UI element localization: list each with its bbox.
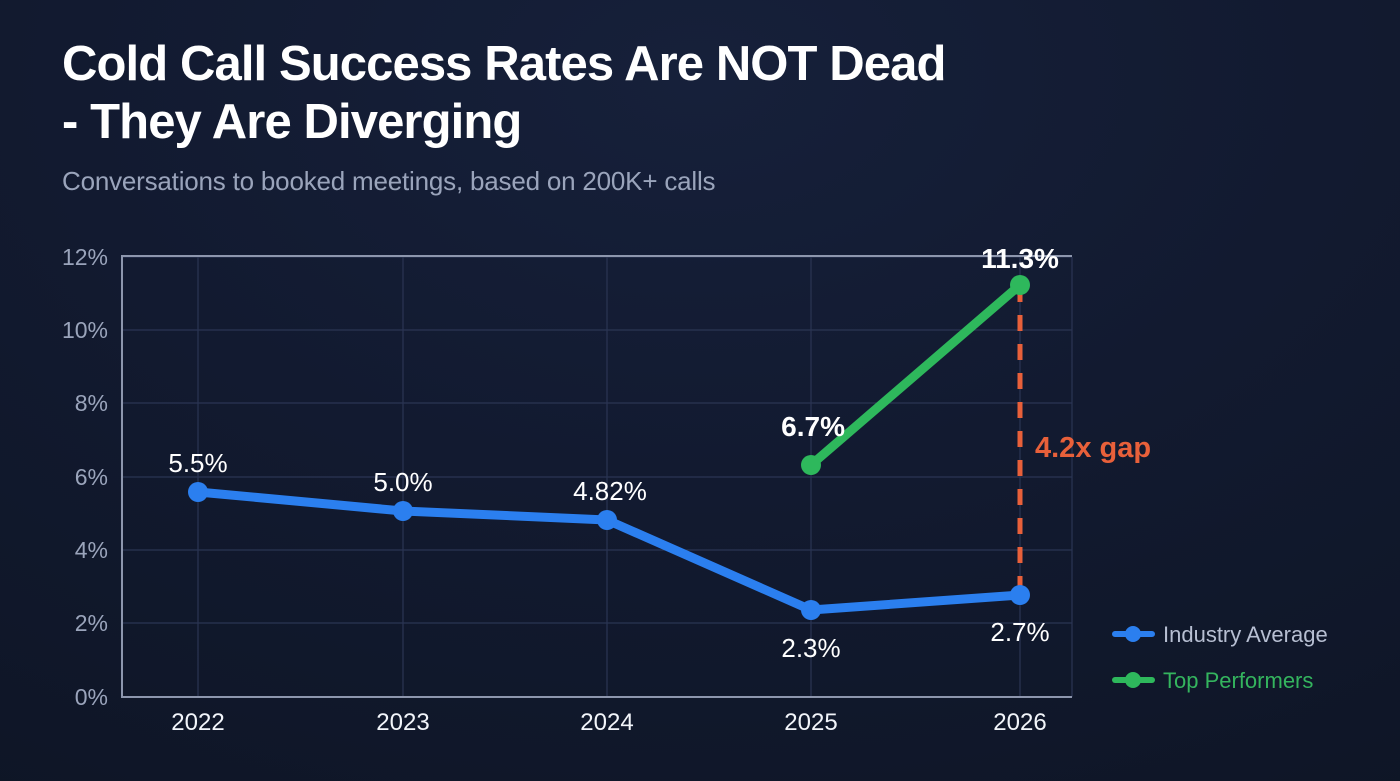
gap-annotation: 4.2x gap bbox=[1017, 286, 1151, 600]
legend-item-industry-average[interactable]: Industry Average bbox=[1112, 622, 1328, 647]
point-label: 2.3% bbox=[781, 633, 840, 663]
chart-legend: Industry Average Top Performers bbox=[1112, 622, 1328, 693]
header-block: Cold Call Success Rates Are NOT Dead - T… bbox=[62, 36, 1112, 197]
industry-average-point-labels: 5.5% 5.0% 4.82% 2.3% 2.7% bbox=[168, 448, 1049, 663]
data-point bbox=[597, 510, 617, 530]
page-subtitle: Conversations to booked meetings, based … bbox=[62, 165, 716, 196]
y-tick-label: 10% bbox=[62, 317, 108, 343]
data-point bbox=[1010, 585, 1030, 605]
industry-average-line bbox=[193, 487, 1025, 615]
point-label: 6.7% bbox=[781, 411, 845, 442]
y-tick-label: 8% bbox=[75, 390, 108, 416]
point-label: 11.3% bbox=[981, 243, 1059, 274]
point-label: 2.7% bbox=[990, 617, 1049, 647]
horizontal-gridlines bbox=[122, 256, 1072, 624]
x-tick-label: 2023 bbox=[376, 709, 429, 736]
x-tick-label: 2022 bbox=[171, 709, 224, 736]
y-tick-label: 4% bbox=[75, 537, 108, 563]
legend-label: Top Performers bbox=[1163, 668, 1313, 693]
data-point bbox=[188, 482, 208, 502]
gap-label: 4.2x gap bbox=[1035, 432, 1151, 464]
page-title: Cold Call Success Rates Are NOT Dead - T… bbox=[62, 37, 946, 149]
point-label: 5.5% bbox=[168, 448, 227, 478]
vertical-gridlines bbox=[197, 257, 1073, 697]
x-tick-label: 2025 bbox=[784, 709, 837, 736]
data-point bbox=[801, 455, 821, 475]
top-performers-line bbox=[806, 280, 1025, 470]
legend-dot-marker-icon bbox=[1125, 626, 1141, 642]
legend-label: Industry Average bbox=[1163, 622, 1328, 647]
data-point bbox=[801, 600, 821, 620]
y-tick-label: 0% bbox=[75, 684, 108, 710]
data-point bbox=[393, 501, 413, 521]
legend-item-top-performers[interactable]: Top Performers bbox=[1112, 668, 1313, 693]
y-tick-label: 6% bbox=[75, 464, 108, 490]
x-axis-tick-labels: 2022 2023 2024 2025 2026 bbox=[171, 709, 1046, 736]
data-point bbox=[1010, 275, 1030, 295]
axis-lines bbox=[121, 255, 1072, 698]
legend-dot-marker-icon bbox=[1125, 672, 1141, 688]
point-label: 4.82% bbox=[573, 476, 647, 506]
top-performers-point-labels: 6.7% 11.3% bbox=[781, 243, 1059, 442]
y-tick-label: 2% bbox=[75, 610, 108, 636]
x-tick-label: 2024 bbox=[580, 709, 633, 736]
series-industry-average bbox=[188, 482, 1030, 620]
series-top-performers bbox=[801, 275, 1030, 475]
x-tick-label: 2026 bbox=[993, 709, 1046, 736]
point-label: 5.0% bbox=[373, 467, 432, 497]
y-tick-label: 12% bbox=[62, 244, 108, 270]
y-axis-tick-labels: 12% 10% 8% 6% 4% 2% 0% bbox=[62, 244, 108, 710]
